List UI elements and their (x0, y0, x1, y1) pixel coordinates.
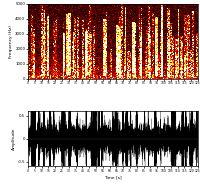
X-axis label: Time [s]: Time [s] (104, 175, 122, 179)
Y-axis label: Amplitude: Amplitude (12, 128, 16, 150)
Y-axis label: Frequency (Hz): Frequency (Hz) (9, 25, 13, 58)
